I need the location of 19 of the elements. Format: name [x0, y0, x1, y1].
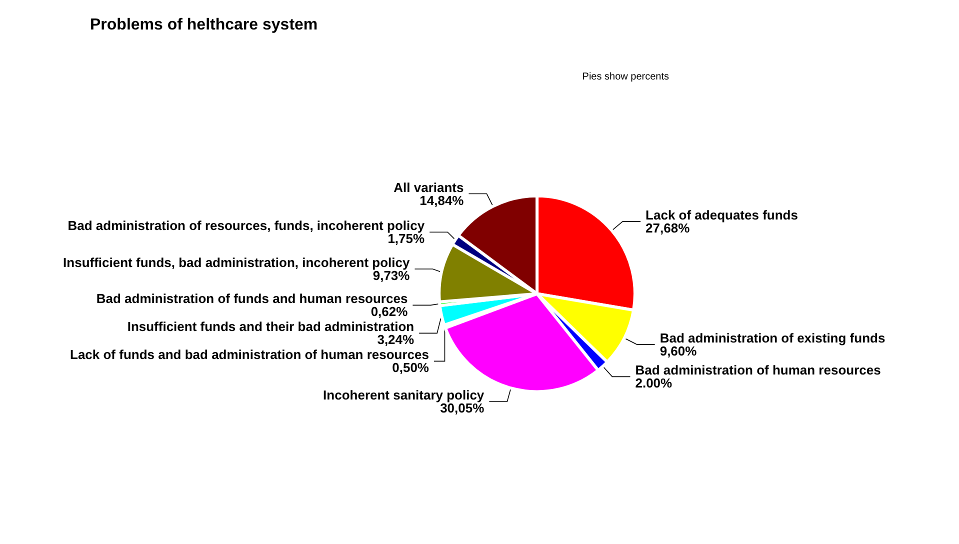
data-label: 2.00% — [635, 376, 673, 391]
slice-label: All variants — [394, 180, 464, 195]
slice-label: Bad administration of funds and human resources — [96, 291, 408, 306]
data-label: 27,68% — [646, 220, 690, 236]
data-label: 14,84% — [420, 192, 464, 208]
slice-label: Incoherent sanitary policy — [323, 388, 485, 403]
slice-label: Bad administration of human resources — [635, 362, 881, 378]
slice-label: Insufficient funds, bad administration, incoherent policy — [63, 255, 411, 270]
slice-label: Bad administration of resources, funds, incoherent policy — [68, 218, 426, 234]
data-label: 3,24% — [377, 332, 415, 348]
chart-title: Problems of helthcare system — [90, 16, 318, 34]
data-label: 9,60% — [660, 343, 698, 358]
slice-label: Insufficient funds and their bad administration — [127, 319, 414, 334]
text: Pies show percents — [582, 72, 670, 82]
slice-label: Lack of funds and bad administration of human resources — [70, 347, 430, 362]
slice-label: Bad administration of existing funds — [660, 330, 886, 346]
slice-label: Lack of adequates funds — [646, 208, 798, 223]
data-label: 0,62% — [370, 304, 408, 320]
data-label: 0,50% — [392, 360, 430, 376]
